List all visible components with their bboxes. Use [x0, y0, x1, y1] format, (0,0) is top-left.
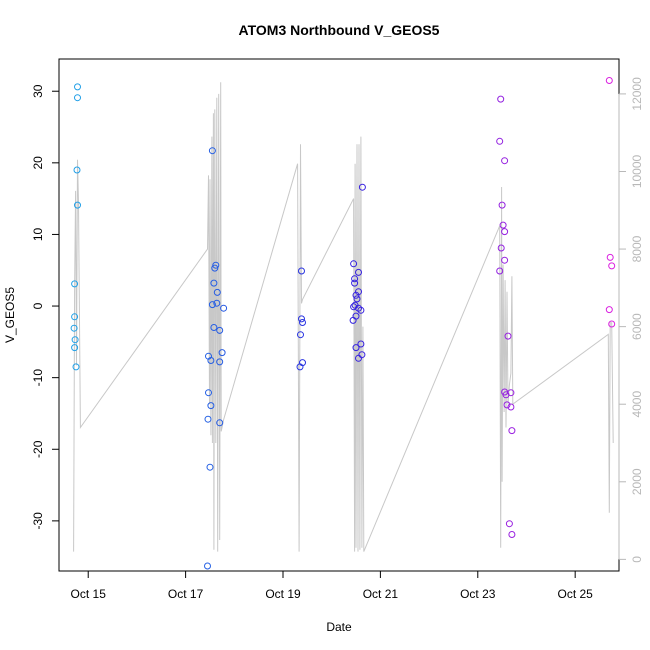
data-point [206, 463, 214, 471]
data-point [73, 166, 81, 174]
chart-title: ATOM3 Northbound V_GEOS5 [239, 22, 440, 38]
y-axis-right: 0 2000 4000 6000 8000 10000 12000 [618, 77, 644, 563]
data-point [216, 419, 224, 427]
data-point [204, 562, 211, 570]
data-point [496, 267, 504, 275]
data-point [298, 315, 305, 323]
x-tick-label: Oct 19 [265, 587, 301, 601]
data-point [74, 83, 81, 91]
y-tick-label: -10 [31, 369, 45, 387]
data-point [298, 267, 305, 275]
data-point [210, 324, 218, 331]
data-point [211, 264, 219, 272]
data-point [216, 358, 224, 366]
data-point [71, 280, 79, 288]
data-point [496, 137, 504, 145]
data-point [71, 344, 79, 352]
data-point [606, 253, 614, 261]
data-point [497, 95, 505, 103]
data-point [358, 183, 366, 191]
data-point [507, 403, 515, 411]
x-tick-label: Oct 25 [557, 587, 593, 601]
data-point [213, 288, 221, 296]
x-axis-label: Date [326, 620, 352, 634]
y-tick-label: 0 [31, 302, 45, 309]
y-axis-label: V_GEOS5 [3, 287, 17, 343]
y2-tick-label: 6000 [630, 313, 644, 340]
data-point [508, 531, 516, 538]
y-tick-label: -20 [31, 440, 45, 458]
y2-tick-label: 12000 [630, 77, 644, 111]
data-point [501, 228, 509, 236]
y-tick-label: -30 [31, 512, 45, 530]
x-tick-label: Oct 23 [460, 587, 496, 601]
data-point [208, 147, 216, 155]
data-points [70, 77, 616, 570]
data-point [357, 340, 365, 348]
data-point [497, 244, 505, 252]
data-point [355, 288, 362, 296]
x-tick-label: Oct 15 [71, 587, 107, 601]
y-axis-left: -30 -20 -10 0 10 20 30 [31, 84, 60, 530]
data-point [220, 304, 228, 312]
data-point [72, 363, 80, 371]
data-point [358, 351, 366, 359]
data-point [207, 402, 215, 410]
x-axis: Oct 15 Oct 17 Oct 19 Oct 21 Oct 23 Oct 25 [71, 570, 593, 601]
y2-tick-label: 0 [630, 556, 644, 563]
y-tick-label: 20 [31, 156, 45, 170]
data-point [503, 401, 511, 409]
y-tick-label: 10 [31, 227, 45, 241]
data-point [70, 324, 78, 332]
data-point [505, 520, 513, 528]
y2-tick-label: 4000 [630, 391, 644, 418]
data-point [351, 279, 359, 287]
data-point [204, 415, 212, 423]
data-point [608, 262, 616, 270]
y2-tick-label: 8000 [630, 235, 644, 262]
y-tick-label: 30 [31, 84, 45, 98]
data-point [299, 319, 306, 326]
data-point [71, 313, 79, 321]
data-point [355, 268, 362, 276]
data-point [498, 201, 506, 209]
data-point [501, 256, 509, 264]
data-point [207, 357, 215, 364]
data-point [605, 306, 613, 314]
altitude-trace [73, 82, 614, 552]
data-point [350, 303, 358, 311]
data-point [605, 77, 613, 84]
data-point [71, 336, 79, 344]
data-point [508, 427, 516, 435]
x-tick-label: Oct 21 [363, 587, 399, 601]
data-point [507, 389, 515, 397]
data-point [212, 261, 220, 269]
data-point [218, 349, 226, 357]
data-point [352, 312, 360, 320]
y2-tick-label: 10000 [630, 154, 644, 188]
data-point [213, 299, 221, 307]
altitude-line [73, 82, 614, 552]
data-point [501, 157, 509, 165]
data-point [504, 332, 512, 340]
data-point [351, 275, 359, 283]
data-point [297, 331, 304, 339]
data-point [74, 94, 81, 102]
data-point [210, 279, 218, 287]
data-point [357, 306, 365, 314]
data-point [350, 260, 358, 268]
data-point [353, 295, 361, 303]
data-point [205, 389, 212, 397]
data-point [216, 326, 224, 334]
data-point [352, 344, 360, 352]
data-point [74, 201, 81, 209]
data-point [608, 320, 616, 328]
data-point [208, 301, 216, 309]
data-point [296, 363, 304, 371]
data-point [499, 221, 507, 229]
x-tick-label: Oct 17 [168, 587, 204, 601]
y2-tick-label: 2000 [630, 468, 644, 495]
